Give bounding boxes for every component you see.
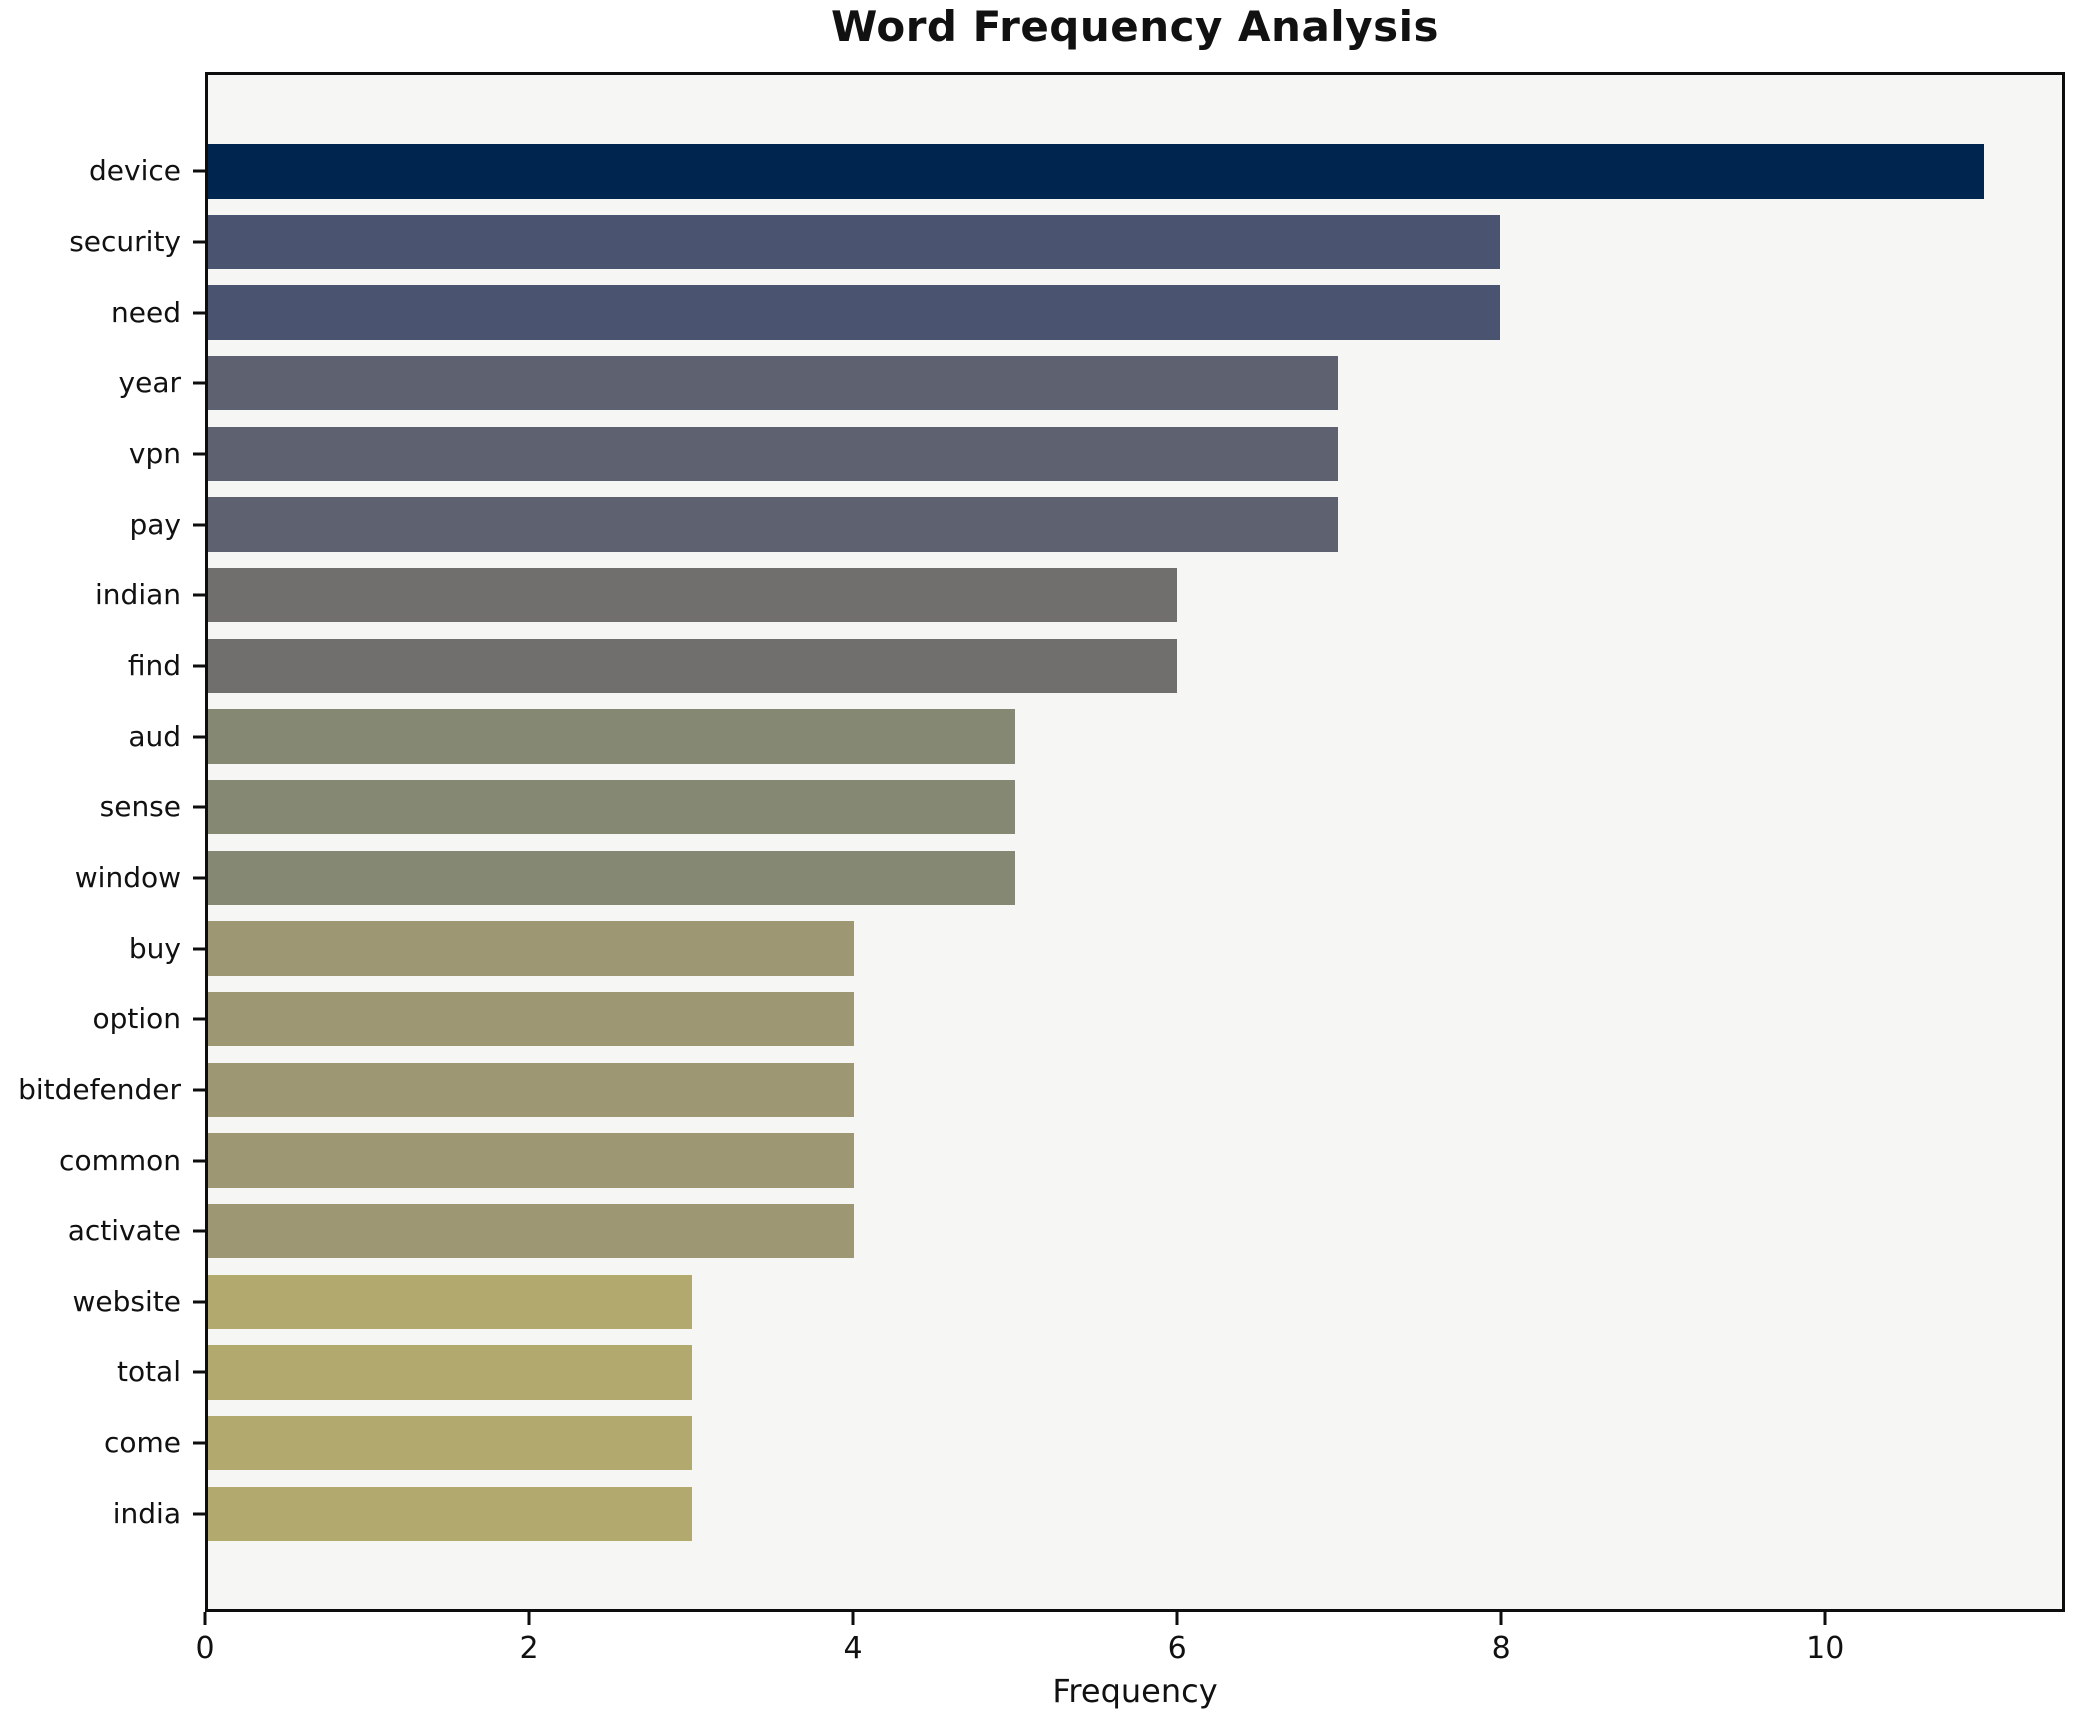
y-tick-label: india [112,1496,181,1530]
y-tick-label: device [89,154,181,188]
y-tick-label: website [72,1284,181,1318]
y-tick-mark [193,947,205,951]
y-tick-mark [193,876,205,880]
x-tick-label: 8 [1491,1631,1511,1666]
y-tick-mark [193,1300,205,1304]
bar [208,1345,693,1400]
x-tick-mark [203,1612,207,1625]
y-tick-mark [193,1370,205,1374]
x-tick-mark [851,1612,855,1625]
y-tick-label: option [92,1002,181,1036]
bar [208,992,854,1047]
bar [208,1203,854,1259]
x-tick-label: 10 [1806,1631,1845,1666]
y-tick-mark [193,311,205,315]
bar-row: find [128,631,2062,702]
y-tick-label: vpn [128,436,181,470]
bar-row: sense [100,772,2062,843]
bar [208,850,1016,906]
y-tick-mark [193,593,205,597]
bar [208,214,1500,270]
bar [208,568,1177,623]
y-tick-mark [193,664,205,668]
bar-row: indian [95,560,2062,631]
bar-row: vpn [129,419,2062,490]
bar [208,356,1339,411]
bar-row: window [75,843,2062,914]
y-tick-mark [193,1159,205,1163]
bar [208,1415,693,1471]
bar-row: year [119,348,2062,419]
y-tick-mark [193,1017,205,1021]
bar-row: activate [68,1196,2062,1267]
y-tick-mark [193,1441,205,1445]
bar-row: aud [128,701,2062,772]
y-tick-mark [193,381,205,385]
y-tick-label: aud [128,719,181,753]
bar-row: buy [129,913,2062,984]
y-tick-mark [193,240,205,244]
y-tick-label: common [59,1143,181,1177]
chart-title: Word Frequency Analysis [831,2,1439,51]
bar-row: come [104,1408,2062,1479]
plot-area: device security need year vpn pay indian find au… [18,72,2065,1612]
x-tick-mark [1823,1612,1827,1625]
x-tick-mark [1175,1612,1179,1625]
y-tick-mark [193,169,205,173]
x-axis: 0 2 4 6 8 10 [195,1612,2065,1672]
bar-row: website [73,1267,2062,1338]
y-tick-mark [193,1088,205,1092]
bar-row: common [59,1125,2062,1196]
y-tick-label: pay [129,507,181,541]
x-tick-label: 0 [195,1631,215,1666]
bar-row: india [113,1478,2062,1549]
x-axis-title: Frequency [1052,1672,1218,1710]
y-tick-mark [193,805,205,809]
bar-row: bitdefender [18,1055,2062,1126]
y-tick-label: window [74,860,181,894]
bar-row: security [69,207,2062,278]
y-tick-label: bitdefender [18,1072,181,1106]
y-tick-label: find [127,648,181,682]
y-tick-label: indian [95,578,181,612]
x-tick-label: 6 [1167,1631,1187,1666]
bar-row: device [89,136,2062,207]
y-tick-mark [193,735,205,739]
bar [208,426,1339,482]
bar-row: option [92,984,2062,1055]
bar [208,780,1016,835]
bar-row: need [111,277,2062,348]
x-tick-mark [1499,1612,1503,1625]
y-tick-label: total [116,1355,181,1389]
y-tick-label: buy [128,931,181,965]
bar [208,1486,693,1541]
y-tick-label: activate [67,1214,181,1248]
y-tick-label: year [118,366,181,400]
bar [208,1274,693,1330]
x-tick-label: 4 [843,1631,863,1666]
y-tick-label: security [69,224,181,258]
bar [208,638,1177,694]
bar [208,1062,854,1118]
bar-row: total [117,1337,2062,1408]
y-tick-mark [193,1229,205,1233]
y-tick-label: sense [99,790,181,824]
y-tick-label: need [111,295,181,329]
x-tick-label: 2 [519,1631,539,1666]
y-tick-mark [193,1512,205,1516]
bar [208,497,1339,552]
bar [208,1133,854,1188]
y-tick-mark [193,452,205,456]
x-tick-mark [527,1612,531,1625]
bar [208,709,1016,764]
bar [208,144,1985,199]
y-tick-mark [193,523,205,527]
bar [208,285,1500,340]
y-tick-label: come [103,1426,181,1460]
bar [208,921,854,976]
bar-row: pay [129,489,2062,560]
